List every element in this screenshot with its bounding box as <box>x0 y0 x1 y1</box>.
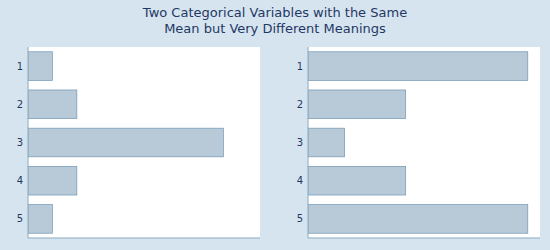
bar <box>308 128 345 157</box>
plot-area <box>28 47 260 238</box>
bar <box>308 90 406 119</box>
bars <box>308 52 528 233</box>
bar <box>28 166 77 195</box>
bar <box>308 52 528 81</box>
bar <box>28 52 52 81</box>
tick-label: 1 <box>297 61 303 72</box>
bar <box>28 90 77 119</box>
tick-label: 5 <box>17 213 23 224</box>
background <box>0 0 550 250</box>
axis-line <box>28 47 29 238</box>
tick-label: 2 <box>297 99 303 110</box>
axis-line <box>28 238 260 239</box>
tick-label: 1 <box>17 61 23 72</box>
plot-area <box>308 47 540 238</box>
subplot: 1 2 3 4 5 <box>17 47 260 238</box>
axis-line <box>308 238 540 239</box>
subplot: 1 2 3 4 5 <box>297 47 540 238</box>
tick-label: 3 <box>297 137 303 148</box>
chart-svg: Two Categorical Variables with the SameM… <box>0 0 550 250</box>
bar <box>308 205 528 234</box>
axis-line <box>308 47 309 238</box>
tick-label: 2 <box>17 99 23 110</box>
bar <box>28 205 52 234</box>
chart-container: Two Categorical Variables with the SameM… <box>0 0 550 250</box>
tick-label: 4 <box>17 175 23 186</box>
bar <box>308 166 406 195</box>
tick-label: 3 <box>17 137 23 148</box>
bars <box>28 52 223 233</box>
tick-label: 5 <box>297 213 303 224</box>
title-line: Two Categorical Variables with the Same <box>142 5 407 20</box>
tick-label: 4 <box>297 175 303 186</box>
title: Two Categorical Variables with the SameM… <box>142 5 407 36</box>
title-line: Mean but Very Different Meanings <box>164 21 386 36</box>
bar <box>28 128 223 157</box>
